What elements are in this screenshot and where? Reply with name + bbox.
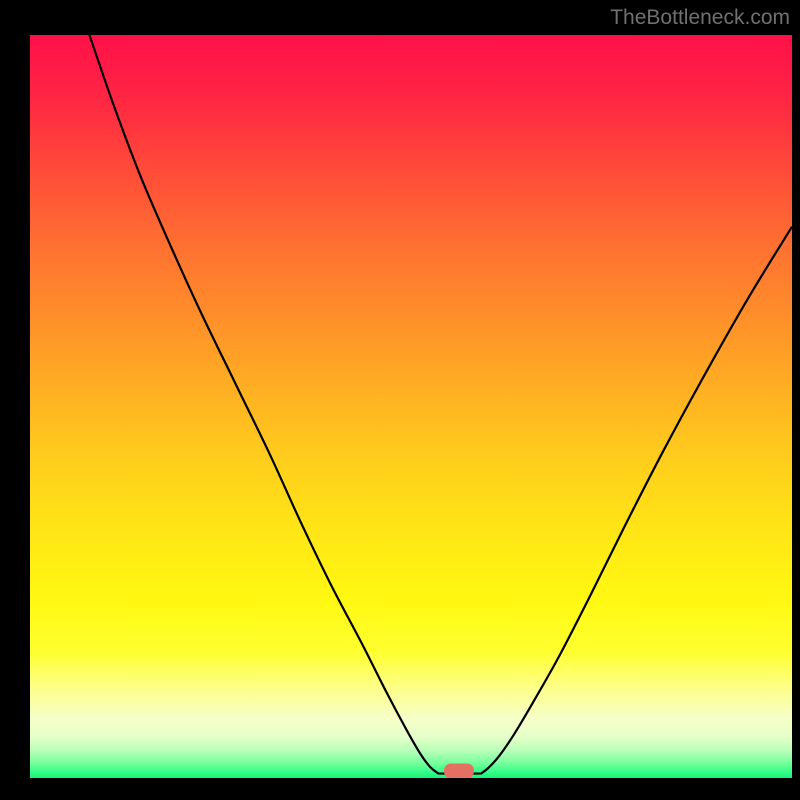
optimal-point-marker (444, 764, 474, 778)
bottleneck-v-curve (30, 35, 792, 778)
chart-plot-area (30, 35, 792, 778)
watermark-text: TheBottleneck.com (610, 6, 790, 30)
